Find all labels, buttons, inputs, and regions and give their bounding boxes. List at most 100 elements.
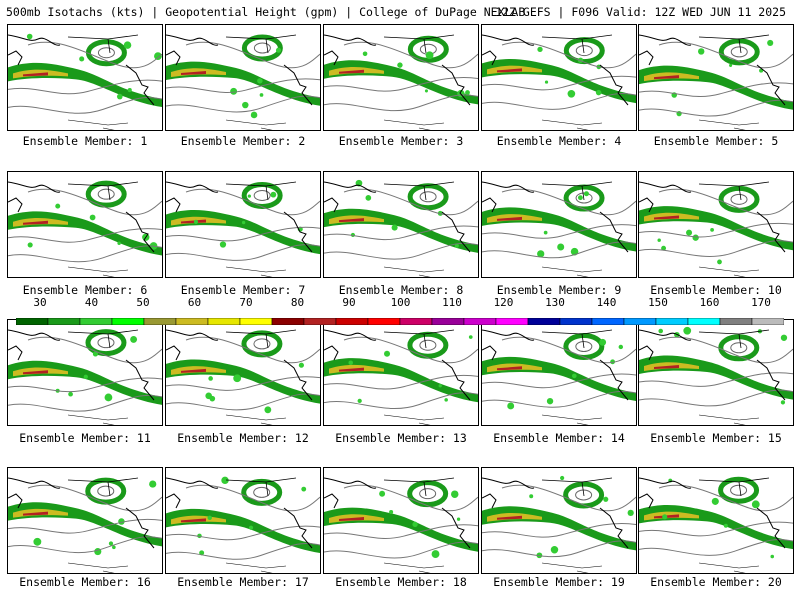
map-svg bbox=[8, 33, 162, 130]
isotach-speck bbox=[657, 238, 661, 242]
coastline bbox=[166, 34, 219, 66]
coastline bbox=[541, 562, 603, 573]
isotach-speck bbox=[301, 486, 307, 492]
height-contour bbox=[639, 99, 793, 117]
border-line bbox=[698, 34, 770, 54]
ensemble-map-panel bbox=[7, 467, 163, 574]
colorbar-tick-label: 160 bbox=[699, 296, 720, 309]
isotach-speck bbox=[298, 362, 304, 368]
upper-low-shading bbox=[241, 330, 283, 358]
jet-band-shading bbox=[639, 65, 793, 110]
colorbar-swatch bbox=[751, 317, 785, 326]
jet-band-shading bbox=[166, 359, 320, 404]
coastline bbox=[283, 211, 313, 253]
ensemble-map-panel bbox=[323, 467, 479, 574]
coastline bbox=[67, 414, 129, 425]
height-contour bbox=[482, 224, 636, 239]
colorbar-swatch bbox=[431, 317, 465, 326]
jet-band-shading bbox=[8, 62, 162, 107]
coastline bbox=[441, 64, 471, 106]
map-svg bbox=[8, 329, 162, 425]
coastline bbox=[125, 64, 155, 106]
coastline bbox=[8, 181, 61, 213]
isotach-speck bbox=[230, 87, 238, 95]
height-contour bbox=[97, 47, 115, 59]
jet-band-shading bbox=[166, 210, 320, 255]
colorbar-swatch bbox=[271, 317, 305, 326]
jet-max-shading bbox=[181, 219, 206, 224]
map-svg bbox=[639, 326, 793, 425]
coastline bbox=[639, 34, 692, 66]
map-svg bbox=[8, 477, 162, 573]
colorbar-swatch bbox=[79, 317, 113, 326]
height-contour bbox=[324, 76, 478, 92]
jet-band-shading bbox=[639, 504, 793, 550]
height-contour bbox=[482, 93, 636, 110]
ensemble-member-caption: Ensemble Member: 10 bbox=[650, 283, 782, 297]
upper-low-shading bbox=[563, 37, 605, 65]
coastline bbox=[441, 359, 471, 401]
isotach-speck bbox=[710, 227, 714, 232]
isotach-speck bbox=[241, 220, 246, 225]
isotach-speck bbox=[219, 241, 227, 248]
height-contour bbox=[253, 338, 271, 350]
border-line bbox=[225, 34, 297, 54]
jet-max-shading bbox=[654, 75, 679, 80]
border-line bbox=[698, 181, 770, 201]
isotach-speck bbox=[108, 541, 114, 546]
isotach-speck bbox=[717, 259, 722, 265]
height-contour bbox=[639, 240, 793, 257]
coastline bbox=[639, 477, 692, 509]
height-contour bbox=[639, 372, 793, 387]
ensemble-member-caption: Ensemble Member: 16 bbox=[19, 575, 151, 589]
ensemble-map-panel bbox=[638, 319, 794, 426]
height-contour bbox=[730, 342, 748, 354]
ensemble-member-caption: Ensemble Member: 19 bbox=[493, 575, 625, 589]
isotach-speck bbox=[424, 89, 428, 93]
colorbar-tick-label: 140 bbox=[596, 296, 617, 309]
height-contour bbox=[730, 193, 748, 205]
height-contour bbox=[253, 486, 271, 498]
height-contour bbox=[575, 45, 593, 57]
height-contour bbox=[97, 485, 115, 497]
colorbar-tick-label: 120 bbox=[493, 296, 514, 309]
ensemble-map-panel bbox=[481, 24, 637, 131]
map-svg bbox=[639, 476, 793, 573]
border-line bbox=[541, 329, 613, 349]
jet-band-shading bbox=[166, 61, 320, 106]
ensemble-member-caption: Ensemble Member: 1 bbox=[22, 134, 148, 148]
coastline bbox=[541, 266, 603, 277]
isotach-speck bbox=[55, 203, 61, 209]
colorbar-tick-label: 70 bbox=[239, 296, 253, 309]
height-contour bbox=[324, 392, 478, 409]
ensemble-map-panel bbox=[165, 319, 321, 426]
height-contour bbox=[324, 242, 478, 260]
ensemble-map-panel bbox=[165, 24, 321, 131]
colorbar-swatch bbox=[463, 317, 497, 326]
height-contour bbox=[575, 340, 593, 352]
colorbar-swatch bbox=[207, 317, 241, 326]
colorbar-tick-label: 170 bbox=[751, 296, 771, 309]
height-contour bbox=[324, 541, 478, 559]
ensemble-member-caption: Ensemble Member: 18 bbox=[335, 575, 467, 589]
border-line bbox=[225, 477, 297, 497]
isotach-speck bbox=[242, 101, 249, 109]
ensemble-member-caption: Ensemble Member: 2 bbox=[180, 134, 306, 148]
isotach-speck bbox=[257, 78, 263, 84]
ensemble-member-caption: Ensemble Member: 8 bbox=[338, 283, 464, 297]
coastline bbox=[125, 211, 155, 253]
isotach-speck bbox=[348, 360, 353, 365]
jet-band-shading bbox=[8, 360, 162, 405]
coastline bbox=[283, 507, 313, 549]
coastline bbox=[599, 211, 629, 253]
height-contour bbox=[166, 543, 320, 560]
isotach-speck bbox=[770, 554, 775, 559]
coastline bbox=[482, 329, 535, 361]
coastline bbox=[125, 507, 155, 549]
ensemble-map-panel bbox=[481, 319, 637, 426]
isotach-speck bbox=[112, 545, 116, 550]
border-line bbox=[383, 34, 455, 54]
height-contour bbox=[166, 78, 320, 93]
border-line bbox=[541, 181, 613, 201]
colorbar-swatch bbox=[655, 317, 689, 326]
